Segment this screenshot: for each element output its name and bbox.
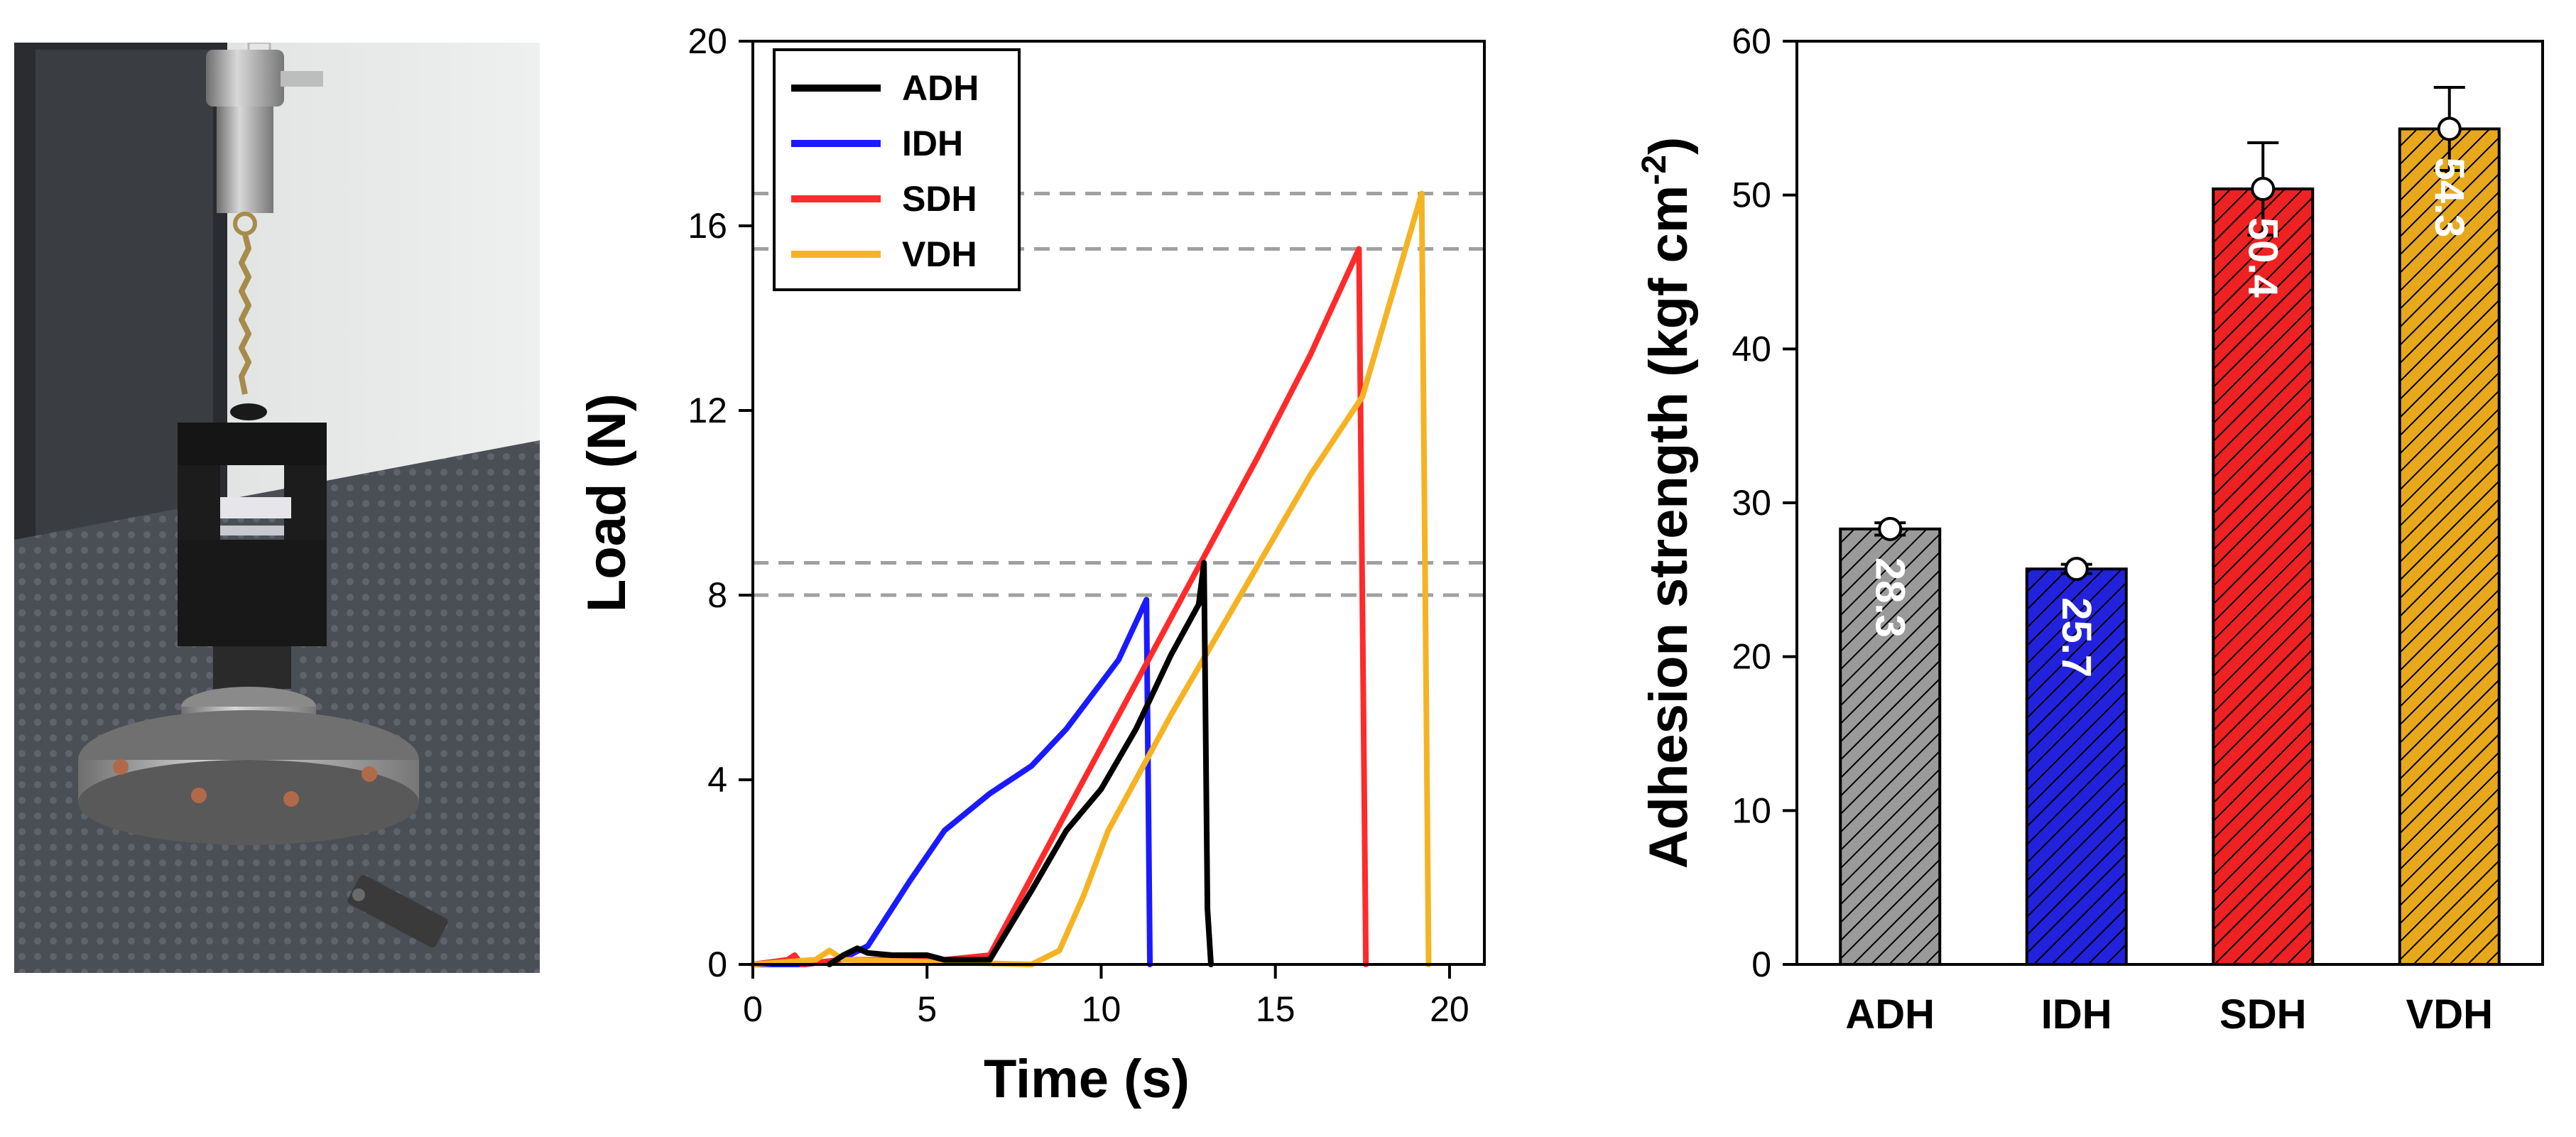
- line-axis-ticks: 0 5 10 15 20 0 4 8 12 16 20: [688, 21, 1469, 1029]
- mean-marker-idh: [2064, 557, 2089, 582]
- bar-axis-ticks: ADH IDH SDH VDH 0 10 20 30 40 50 60: [1732, 21, 2493, 1038]
- value-label-vdh: 54.3: [2426, 158, 2472, 238]
- category-label-adh: ADH: [1845, 991, 1935, 1038]
- line-plot-layer: [750, 190, 1484, 967]
- bar-y-axis-label-main: Adhesion strength (kgf cm: [1638, 185, 1699, 869]
- bar-y-axis-label-close: ): [1638, 137, 1699, 155]
- x-tick-label: 5: [917, 989, 937, 1029]
- x-tick-label: 15: [1256, 989, 1295, 1029]
- x-tick-label: 10: [1082, 989, 1121, 1029]
- bar-y-tick-label: 50: [1732, 175, 1771, 215]
- bar-y-tick-label: 40: [1732, 329, 1771, 369]
- value-label-sdh: 50.4: [2239, 217, 2286, 298]
- bar-y-tick-label: 60: [1732, 21, 1771, 61]
- series-line-vdh: [750, 190, 1432, 967]
- series-line-sdh: [750, 246, 1369, 967]
- category-label-sdh: SDH: [2219, 991, 2306, 1038]
- x-tick-label: 0: [743, 989, 763, 1029]
- mean-marker-sdh: [2251, 177, 2276, 201]
- bar-y-tick-label: 30: [1732, 483, 1771, 523]
- y-tick-label: 16: [688, 206, 727, 246]
- category-label-vdh: VDH: [2406, 991, 2493, 1038]
- bar-sdh: [2212, 187, 2315, 966]
- line-plot-frame: [751, 40, 1486, 966]
- load-time-chart: 0 5 10 15 20 0 4 8 12 16 20 ADH IDH SDH VDH Time (s) …: [554, 0, 1591, 1137]
- mean-marker-adh: [1878, 516, 1903, 541]
- line-x-axis-label: Time (s): [984, 1049, 1190, 1109]
- adhesion-strength-chart-svg: 28.3 25.7 50.4 54.3 ADH IDH SDH VDH 0 10 20 30 40 50…: [1636, 21, 2544, 1038]
- bar-y-axis-label-sup: -2: [1636, 155, 1673, 185]
- bar-y-tick-label: 20: [1732, 637, 1771, 677]
- bar-y-tick-label: 0: [1751, 945, 1771, 984]
- legend-label-sdh: SDH: [902, 179, 977, 219]
- bar-y-axis-label: Adhesion strength (kgf cm-2): [1636, 137, 1699, 869]
- bar-y-tick-label: 10: [1732, 790, 1771, 830]
- y-tick-label: 4: [707, 760, 727, 800]
- x-tick-label: 20: [1430, 989, 1469, 1029]
- tensile-test-photo: [14, 41, 540, 973]
- bar-vdh: [2398, 127, 2501, 966]
- y-tick-label: 12: [688, 391, 727, 430]
- y-tick-label: 8: [707, 575, 727, 615]
- line-legend: ADH IDH SDH VDH: [773, 48, 1021, 291]
- y-tick-label: 0: [707, 945, 727, 984]
- value-label-idh: 25.7: [2053, 597, 2099, 678]
- legend-label-adh: ADH: [902, 68, 979, 108]
- series-line-adh: [826, 560, 1214, 967]
- series-line-idh: [750, 597, 1153, 967]
- legend-label-vdh: VDH: [902, 234, 977, 274]
- adhesion-strength-chart: 28.3 25.7 50.4 54.3 ADH IDH SDH VDH 0 10 20 30 40 50…: [1605, 0, 2576, 1137]
- value-label-adh: 28.3: [1866, 557, 1913, 638]
- mean-marker-vdh: [2437, 116, 2462, 141]
- category-label-idh: IDH: [2041, 991, 2112, 1038]
- tensile-test-photo-svg: [14, 41, 540, 973]
- bar-idh: [2025, 567, 2128, 966]
- y-tick-label: 20: [688, 21, 727, 61]
- bar-plot-layer: 28.3 25.7 50.4 54.3: [1839, 86, 2501, 966]
- legend-label-idh: IDH: [902, 124, 963, 163]
- line-y-axis-label: Load (N): [577, 393, 637, 612]
